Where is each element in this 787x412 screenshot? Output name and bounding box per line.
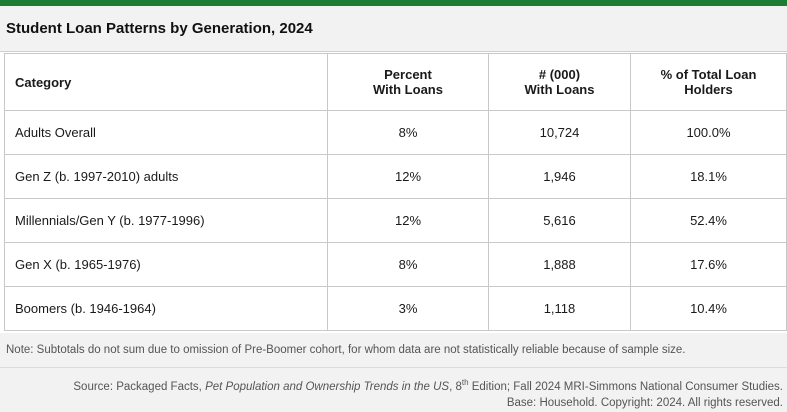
title-band: Student Loan Patterns by Generation, 202…	[0, 6, 787, 52]
source-edition-sup: th	[461, 378, 469, 387]
table-row: Gen X (b. 1965-1976) 8% 1,888 17.6%	[4, 242, 787, 287]
header-category: Category	[4, 53, 328, 111]
table-row: Boomers (b. 1946-1964) 3% 1,118 10.4%	[4, 286, 787, 331]
header-share-line2: Holders	[684, 82, 733, 97]
cell-share: 10.4%	[630, 286, 787, 331]
source-citation: Source: Packaged Facts, Pet Population a…	[73, 375, 783, 411]
header-percent: Percent With Loans	[327, 53, 489, 111]
cell-percent: 12%	[327, 154, 489, 199]
cell-count: 1,946	[488, 154, 631, 199]
cell-share: 100.0%	[630, 110, 787, 155]
header-count: # (000) With Loans	[488, 53, 631, 111]
table-row: Adults Overall 8% 10,724 100.0%	[4, 110, 787, 155]
source-suffix: Edition; Fall 2024 MRI-Simmons National …	[468, 380, 783, 393]
source-prefix: Source: Packaged Facts,	[73, 380, 206, 393]
table-row: Millennials/Gen Y (b. 1977-1996) 12% 5,6…	[4, 198, 787, 243]
cell-count: 5,616	[488, 198, 631, 243]
cell-count: 10,724	[488, 110, 631, 155]
table-title: Student Loan Patterns by Generation, 202…	[6, 20, 313, 37]
header-share-line1: % of Total Loan	[660, 67, 757, 82]
table-header-row: Category Percent With Loans # (000) With…	[4, 53, 787, 111]
cell-category: Adults Overall	[4, 110, 328, 155]
student-loan-table: Category Percent With Loans # (000) With…	[4, 53, 787, 331]
cell-share: 17.6%	[630, 242, 787, 287]
header-share: % of Total Loan Holders	[630, 53, 787, 111]
table-note: Note: Subtotals do not sum due to omissi…	[6, 344, 686, 356]
cell-category: Millennials/Gen Y (b. 1977-1996)	[4, 198, 328, 243]
header-count-line1: # (000)	[538, 67, 581, 82]
cell-count: 1,118	[488, 286, 631, 331]
source-band: Source: Packaged Facts, Pet Population a…	[0, 368, 787, 412]
footer-divider	[0, 367, 787, 368]
header-percent-line2: With Loans	[373, 82, 443, 97]
cell-share: 52.4%	[630, 198, 787, 243]
source-base-copyright: Base: Household. Copyright: 2024. All ri…	[506, 396, 783, 409]
header-category-label: Category	[15, 74, 72, 90]
cell-share: 18.1%	[630, 154, 787, 199]
header-percent-line1: Percent	[384, 67, 432, 82]
note-band: Note: Subtotals do not sum due to omissi…	[0, 333, 787, 367]
cell-percent: 8%	[327, 242, 489, 287]
cell-percent: 8%	[327, 110, 489, 155]
top-accent-bar	[0, 0, 787, 6]
cell-count: 1,888	[488, 242, 631, 287]
cell-category: Boomers (b. 1946-1964)	[4, 286, 328, 331]
cell-percent: 12%	[327, 198, 489, 243]
cell-category: Gen Z (b. 1997-2010) adults	[4, 154, 328, 199]
table-row: Gen Z (b. 1997-2010) adults 12% 1,946 18…	[4, 154, 787, 199]
source-report-title: Pet Population and Ownership Trends in t…	[205, 380, 450, 393]
cell-percent: 3%	[327, 286, 489, 331]
source-edition-num: , 8	[449, 380, 462, 393]
cell-category: Gen X (b. 1965-1976)	[4, 242, 328, 287]
header-count-line2: With Loans	[524, 82, 595, 97]
